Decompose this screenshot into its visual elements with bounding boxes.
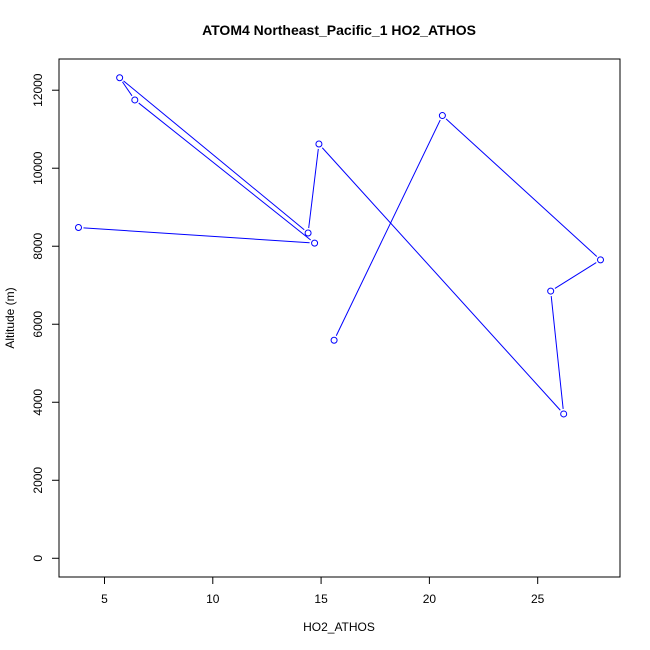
y-tick-label: 12000 <box>31 73 45 107</box>
x-tick-label: 5 <box>101 592 108 606</box>
series-segment <box>550 296 564 410</box>
y-tick-label: 10000 <box>31 151 45 185</box>
data-point <box>304 229 312 237</box>
series-segment <box>554 262 597 289</box>
y-tick-label: 8000 <box>31 233 45 260</box>
y-axis-label: Altitude (m) <box>3 287 17 348</box>
y-tick-label: 6000 <box>31 311 45 338</box>
y-axis: 0 2000 4000 6000 8000 10000 12000 <box>31 73 59 562</box>
series-segment <box>123 80 305 231</box>
plot-frame <box>58 58 621 578</box>
data-point <box>438 112 446 120</box>
series-segment <box>335 119 441 336</box>
series-segment <box>308 148 319 229</box>
x-tick-label: 10 <box>206 592 220 606</box>
data-point <box>547 287 555 295</box>
y-tick-label: 4000 <box>31 389 45 416</box>
series-segment <box>445 118 598 257</box>
series-layer <box>74 74 605 418</box>
series-segment <box>83 227 310 244</box>
x-axis-label: HO2_ATHOS <box>303 620 375 634</box>
data-point <box>560 410 568 418</box>
data-point <box>131 96 139 104</box>
y-tick-label: 0 <box>31 555 45 562</box>
x-tick-label: 15 <box>314 592 328 606</box>
data-point <box>315 140 323 148</box>
data-point <box>74 224 82 232</box>
data-point <box>311 239 319 247</box>
x-tick-label: 25 <box>531 592 545 606</box>
y-tick-label: 2000 <box>31 467 45 494</box>
data-point <box>597 256 605 264</box>
data-point <box>116 74 124 82</box>
series-segment <box>321 147 561 411</box>
chart-title: ATOM4 Northeast_Pacific_1 HO2_ATHOS <box>202 22 476 38</box>
x-tick-label: 20 <box>423 592 437 606</box>
data-point <box>330 336 338 344</box>
x-axis: 5 10 15 20 25 <box>101 577 545 606</box>
series-segment <box>138 102 311 241</box>
series-segment <box>122 81 133 97</box>
